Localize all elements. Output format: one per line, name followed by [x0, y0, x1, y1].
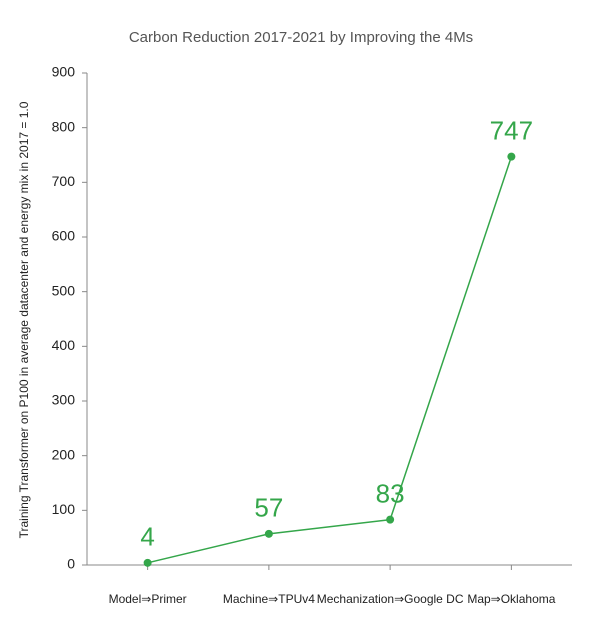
y-tick-label: 800	[52, 118, 76, 134]
y-tick-label: 200	[52, 446, 76, 462]
data-label: 747	[490, 116, 533, 146]
y-tick-label: 600	[52, 228, 76, 244]
x-tick-label: Map⇒Oklahoma	[467, 592, 555, 606]
y-tick-label: 400	[52, 337, 76, 353]
y-tick-label: 500	[52, 282, 76, 298]
data-label: 83	[376, 479, 405, 509]
point	[264, 529, 273, 538]
chart-title: Carbon Reduction 2017-2021 by Improving …	[129, 29, 473, 46]
y-tick-label: 900	[52, 64, 76, 80]
point	[143, 558, 152, 567]
y-tick-label: 100	[52, 501, 76, 517]
x-tick-label: Mechanization⇒Google DC	[317, 592, 464, 606]
data-label: 57	[254, 493, 283, 523]
point	[386, 515, 395, 524]
line	[147, 156, 513, 564]
x-tick-label: Model⇒Primer	[109, 592, 187, 606]
y-tick-label: 0	[67, 556, 75, 572]
y-tick-label: 300	[52, 392, 76, 408]
y-axis-label: Training Transformer on P100 in average …	[17, 101, 31, 538]
point	[507, 152, 516, 161]
y-tick-label: 700	[52, 173, 76, 189]
data-label: 4	[140, 522, 154, 552]
x-tick-label: Machine⇒TPUv4	[223, 592, 315, 606]
